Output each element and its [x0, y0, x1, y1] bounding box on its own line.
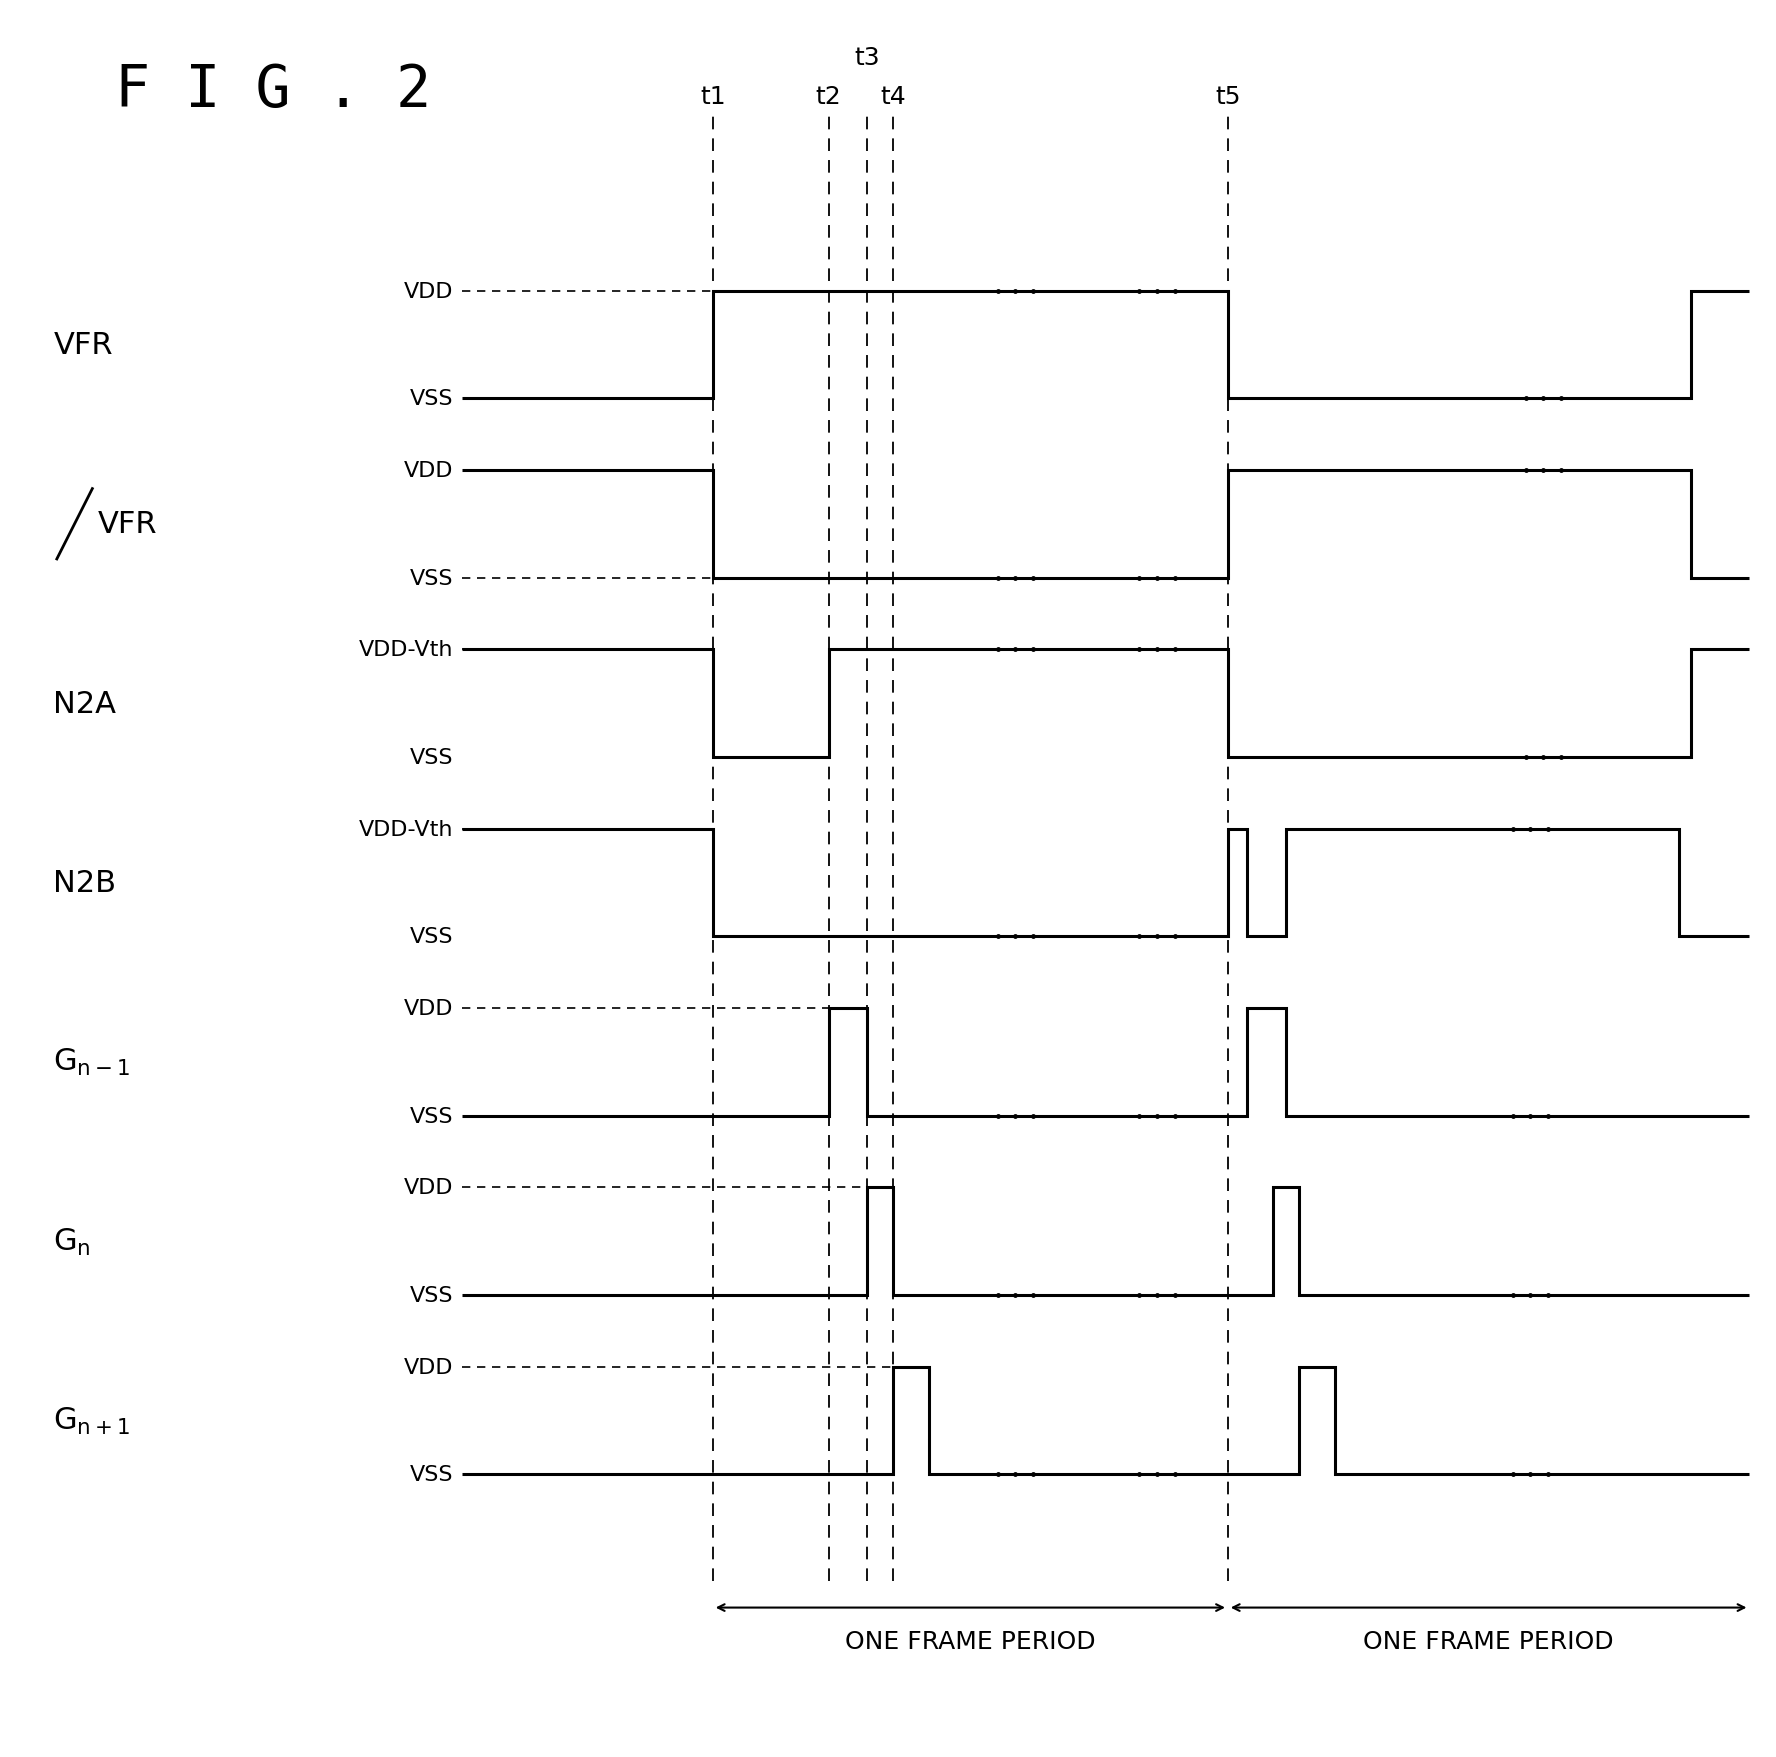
Text: VDD: VDD — [403, 998, 453, 1019]
Text: t4: t4 — [881, 84, 906, 109]
Text: N2B: N2B — [53, 868, 115, 898]
Text: ONE FRAME PERIOD: ONE FRAME PERIOD — [1364, 1629, 1614, 1653]
Text: VDD-Vth: VDD-Vth — [359, 640, 453, 661]
Text: VSS: VSS — [410, 388, 453, 409]
Text: VFR: VFR — [53, 330, 114, 360]
Text: N2A: N2A — [53, 689, 115, 719]
Text: VSS: VSS — [410, 568, 453, 589]
Text: VDD-Vth: VDD-Vth — [359, 819, 453, 840]
Text: VSS: VSS — [410, 747, 453, 768]
Text: VSS: VSS — [410, 1284, 453, 1305]
Text: G$_{\mathregular{n+1}}$: G$_{\mathregular{n+1}}$ — [53, 1406, 131, 1435]
Text: VDD: VDD — [403, 460, 453, 481]
Text: VSS: VSS — [410, 926, 453, 947]
Text: VDD: VDD — [403, 281, 453, 302]
Text: ONE FRAME PERIOD: ONE FRAME PERIOD — [845, 1629, 1096, 1653]
Text: VFR: VFR — [98, 510, 158, 539]
Text: t2: t2 — [815, 84, 842, 109]
Text: G$_{\mathregular{n-1}}$: G$_{\mathregular{n-1}}$ — [53, 1047, 131, 1077]
Text: VSS: VSS — [410, 1464, 453, 1485]
Text: VSS: VSS — [410, 1105, 453, 1126]
Text: VDD: VDD — [403, 1177, 453, 1198]
Text: t1: t1 — [700, 84, 726, 109]
Text: VDD: VDD — [403, 1356, 453, 1377]
Text: F I G . 2: F I G . 2 — [115, 61, 432, 118]
Text: t3: t3 — [854, 46, 881, 70]
Text: G$_{\mathregular{n}}$: G$_{\mathregular{n}}$ — [53, 1226, 91, 1256]
Text: t5: t5 — [1215, 84, 1241, 109]
